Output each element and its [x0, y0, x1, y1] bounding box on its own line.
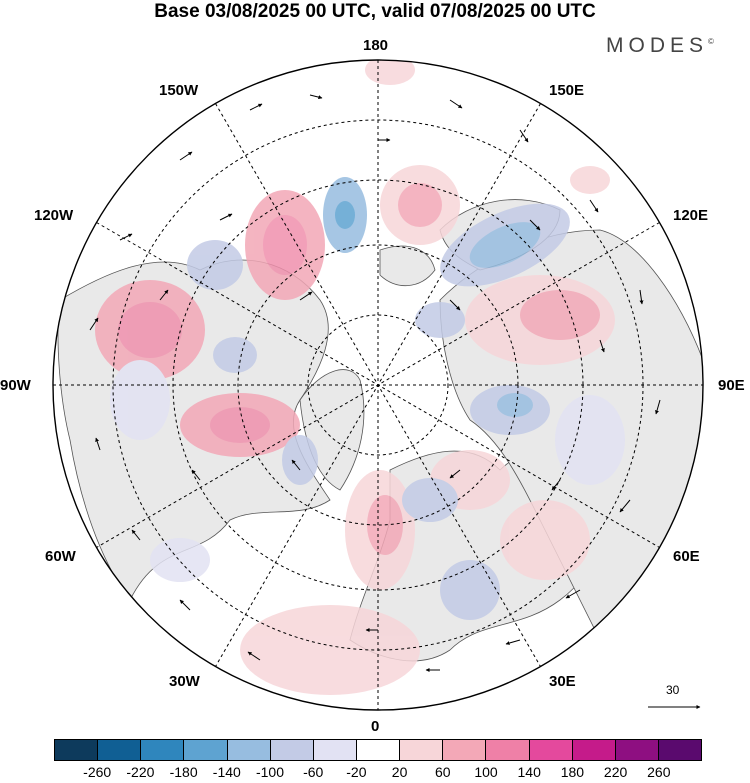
colorbar-segment	[227, 740, 271, 760]
colorbar-segment	[55, 740, 99, 760]
label-30w: 30W	[169, 673, 200, 690]
colorbar-segment	[443, 740, 487, 760]
colorbar-segment	[141, 740, 185, 760]
colorbar-segment	[529, 740, 573, 760]
colorbar-tick-label: -260	[83, 764, 112, 780]
colorbar-segment	[356, 740, 401, 760]
label-150w: 150W	[159, 82, 199, 99]
label-150e: 150E	[549, 82, 585, 99]
label-90w: 90W	[0, 377, 31, 394]
label-60w: 60W	[45, 548, 76, 565]
colorbar-tick-label: 180	[560, 764, 585, 780]
modes-logo: MODES©	[606, 34, 714, 58]
colorbar-ticks: -260 -220 -180 -140 -100 -60 -20 20 60 100 140 180 2…	[0, 764, 750, 782]
colorbar-tick-label: 260	[647, 764, 671, 780]
colorbar-tick-label: -220	[126, 764, 155, 780]
colorbar-tick-label: -140	[212, 764, 241, 780]
colorbar-tick-label: -60	[303, 764, 324, 780]
brand-text: MODES	[606, 34, 709, 57]
colorbar-segment	[572, 740, 616, 760]
colorbar-segment	[486, 740, 530, 760]
label-120w: 120W	[34, 207, 74, 224]
colorbar-tick-label: 140	[517, 764, 541, 780]
colorbar-segment	[98, 740, 142, 760]
colorbar-tick-label: 220	[603, 764, 628, 780]
colorbar-segment	[658, 740, 702, 760]
colorbar-segment	[400, 740, 444, 760]
colorbar-segment	[313, 740, 357, 760]
label-0: 0	[371, 718, 380, 735]
label-180: 180	[363, 37, 389, 54]
label-120e: 120E	[673, 207, 709, 224]
label-30e: 30E	[549, 673, 576, 690]
colorbar-segment	[184, 740, 228, 760]
copyright-mark: ©	[708, 37, 714, 46]
map-title: Base 03/08/2025 00 UTC, valid 07/08/2025…	[154, 1, 596, 22]
colorbar-tick-label: 100	[474, 764, 498, 780]
colorbar	[54, 739, 702, 761]
colorbar-tick-label: 20	[391, 764, 408, 780]
colorbar-tick-label: 60	[435, 764, 451, 780]
colorbar-segment	[615, 740, 659, 760]
colorbar-segment	[270, 740, 314, 760]
colorbar-tick-label: -180	[169, 764, 198, 780]
map-boundary	[52, 59, 704, 711]
label-60e: 60E	[673, 548, 700, 565]
grid-lines	[53, 60, 703, 710]
colorbar-tick-label: -20	[346, 764, 367, 780]
wind-vectors	[89, 94, 661, 672]
label-90e: 90E	[718, 377, 745, 394]
reference-vector-label: 30	[666, 683, 680, 697]
colorbar-tick-label: -100	[255, 764, 285, 780]
